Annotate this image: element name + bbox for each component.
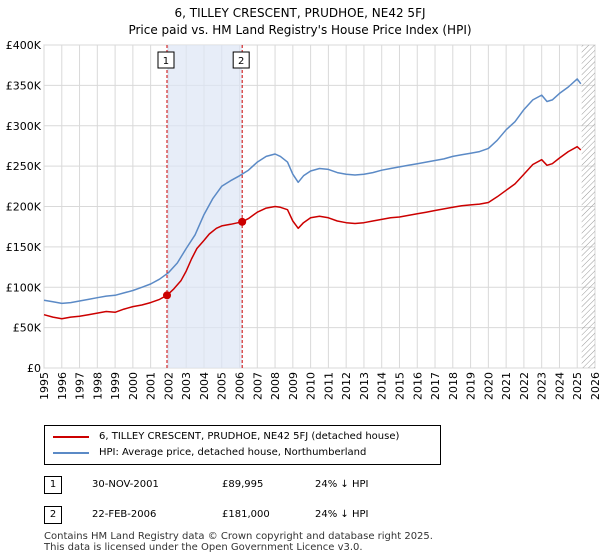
sale-price: £181,000 (222, 509, 270, 520)
y-tick-label: £300K (6, 120, 42, 133)
chart-subtitle: Price paid vs. HM Land Registry's House … (128, 23, 472, 37)
x-tick-label: 2012 (340, 372, 353, 400)
hpi-line (43, 78, 582, 305)
x-tick-label: 2016 (411, 372, 424, 400)
table-row: 1 30-NOV-2001 £89,995 24% ↓ HPI (44, 475, 464, 495)
sale-period-shading (166, 45, 243, 368)
y-tick-label: £350K (6, 79, 42, 92)
x-tick-label: 2000 (127, 372, 140, 400)
x-tick-label: 1998 (91, 372, 104, 400)
x-tick-label: 2021 (500, 372, 513, 400)
x-tick-label: 1999 (109, 372, 122, 400)
footer-line-2: This data is licensed under the Open Gov… (44, 542, 363, 553)
sale-point (238, 217, 247, 226)
legend-label-hpi: HPI: Average price, detached house, Nort… (99, 447, 367, 458)
x-tick-label: 2004 (198, 372, 211, 400)
x-tick-label: 1997 (74, 372, 87, 400)
x-tick-label: 2005 (216, 372, 229, 400)
x-tick-label: 1996 (56, 372, 69, 400)
y-tick-label: £0 (27, 362, 41, 375)
legend-swatch-hpi (53, 452, 89, 454)
x-tick-label: 2022 (518, 372, 531, 400)
legend-label-property: 6, TILLEY CRESCENT, PRUDHOE, NE42 5FJ (d… (99, 431, 400, 442)
price-paid-line (43, 145, 582, 320)
x-tick-label: 2008 (269, 372, 282, 400)
forecast-hatch (581, 45, 595, 368)
y-tick-label: £150K (6, 241, 42, 254)
x-tick-label: 2026 (589, 372, 600, 400)
sale-price: £89,995 (222, 479, 264, 490)
sale-label: 1 (163, 56, 169, 67)
x-tick-label: 2002 (162, 372, 175, 400)
sale-label: 2 (238, 56, 244, 67)
x-tick-label: 2015 (393, 372, 406, 400)
legend-swatch-property (53, 436, 89, 438)
footer: Contains HM Land Registry data © Crown c… (44, 531, 433, 553)
y-tick-label: £400K (6, 39, 42, 52)
sale-point (162, 291, 171, 300)
highlight-region (166, 45, 595, 368)
x-tick-label: 2006 (234, 372, 247, 400)
x-tick-label: 2003 (180, 372, 193, 400)
sale-date: 22-FEB-2006 (92, 509, 157, 520)
x-tick-label: 2014 (376, 372, 389, 400)
y-tick-label: £100K (6, 281, 42, 294)
y-tick-label: £200K (6, 201, 42, 214)
x-tick-label: 2019 (465, 372, 478, 400)
table-row: 2 22-FEB-2006 £181,000 24% ↓ HPI (44, 505, 464, 525)
x-tick-label: 2011 (322, 372, 335, 400)
series-lines (43, 78, 582, 320)
x-tick-label: 2007 (251, 372, 264, 400)
y-tick-label: £50K (13, 322, 42, 335)
sale-badge: 1 (44, 476, 62, 494)
x-tick-label: 2024 (553, 372, 566, 400)
sale-hpi-diff: 24% ↓ HPI (315, 509, 369, 520)
x-tick-label: 2025 (571, 372, 584, 400)
sale-label-box (232, 51, 250, 69)
sale-badge: 2 (44, 506, 62, 524)
sale-date: 30-NOV-2001 (92, 479, 159, 490)
price-chart: £0 £50K £100K £150K £200K £250K £300K £350K £400… (6, 39, 600, 400)
x-tick-label: 2010 (305, 372, 318, 400)
y-axis-labels: £0 £50K £100K £150K £200K £250K £300K £350K £400… (6, 39, 42, 375)
sale-label-box (157, 51, 175, 69)
x-tick-label: 2017 (429, 372, 442, 400)
x-axis-labels: 1995 1996 1997 1998 1999 2000 2001 2002 2003 2004… (38, 372, 600, 400)
x-tick-label: 2013 (358, 372, 371, 400)
chart-title: 6, TILLEY CRESCENT, PRUDHOE, NE42 5FJ (174, 6, 426, 20)
footer-line-1: Contains HM Land Registry data © Crown c… (44, 531, 433, 542)
x-tick-label: 2009 (287, 372, 300, 400)
sale-hpi-diff: 24% ↓ HPI (315, 479, 369, 490)
x-tick-label: 2023 (536, 372, 549, 400)
x-tick-label: 2001 (145, 372, 158, 400)
x-tick-label: 2020 (482, 372, 495, 400)
y-tick-label: £250K (6, 160, 42, 173)
legend: 6, TILLEY CRESCENT, PRUDHOE, NE42 5FJ (d… (44, 425, 441, 465)
x-tick-label: 2018 (447, 372, 460, 400)
x-tick-label: 1995 (38, 372, 51, 400)
